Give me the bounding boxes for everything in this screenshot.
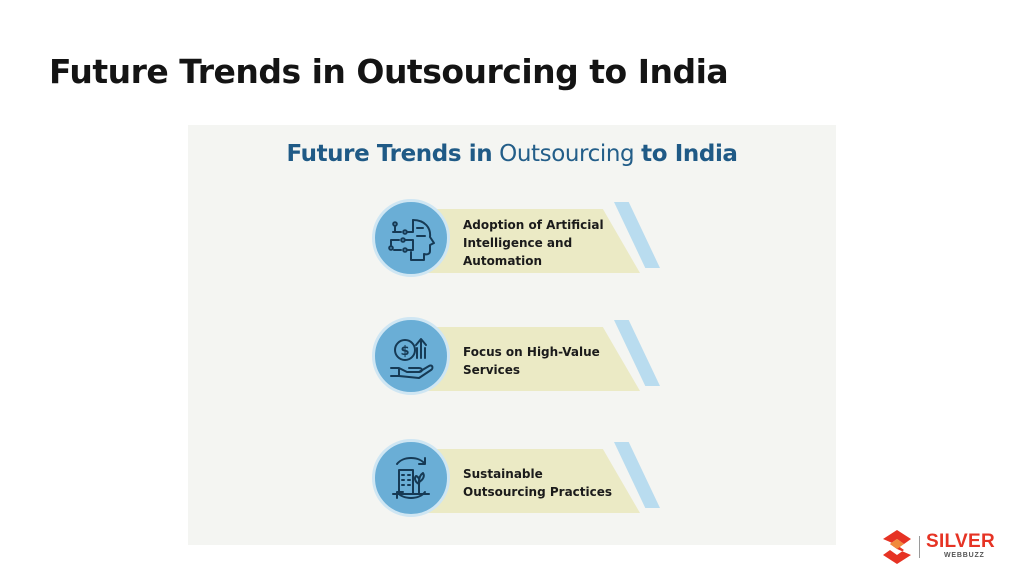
trend-label: Focus on High-Value Services — [463, 343, 633, 379]
trend-label: Sustainable Outsourcing Practices — [463, 465, 633, 501]
slide-title: Future Trends in Outsourcing to India — [49, 52, 729, 91]
trend-label-line: Sustainable — [463, 467, 543, 481]
logo-wordmark: SILVER — [926, 531, 996, 552]
infographic-title: Future Trends in Outsourcing to India — [188, 141, 836, 167]
trend-label-line: Focus on High-Value — [463, 345, 600, 359]
silver-webbuzz-logo: SILVER WEBBUZZ — [882, 527, 1012, 567]
svg-text:$: $ — [400, 344, 409, 359]
trend-label: Adoption of Artificial Intelligence and … — [463, 216, 633, 270]
trend-item-ai-automation: Adoption of Artificial Intelligence and … — [368, 197, 668, 287]
trend-label-line: Intelligence and — [463, 236, 573, 250]
hand-coin-growth-icon: $ — [372, 317, 450, 395]
logo-separator — [919, 536, 920, 558]
logo-tagline: WEBBUZZ — [944, 552, 985, 559]
infographic-title-part2: Outsourcing — [499, 141, 635, 167]
ai-head-circuit-icon — [372, 199, 450, 277]
trend-label-line: Adoption of Artificial — [463, 218, 604, 232]
trend-label-line: Outsourcing Practices — [463, 485, 613, 499]
trend-label-line: Services — [463, 363, 521, 377]
trend-item-high-value-services: $ Focus on High-Value Services — [368, 315, 668, 405]
infographic-image: Future Trends in Outsourcing to India Ad… — [188, 125, 836, 545]
infographic-title-part1: Future Trends in — [286, 141, 493, 167]
sustainable-building-icon — [372, 439, 450, 517]
trend-item-sustainable-practices: Sustainable Outsourcing Practices — [368, 437, 668, 527]
infographic-title-part3: to India — [641, 141, 738, 167]
trend-label-line: Automation — [463, 254, 543, 268]
silver-webbuzz-logo-icon — [883, 530, 911, 564]
